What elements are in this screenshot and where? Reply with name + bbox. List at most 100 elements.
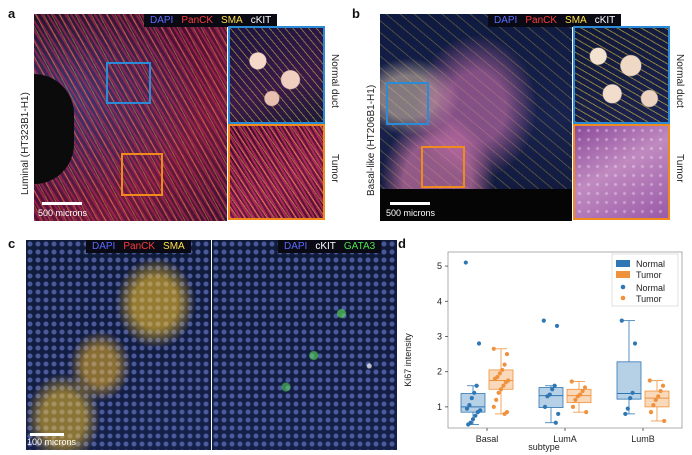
data-point-normal <box>541 318 546 323</box>
legend-label: Normal <box>636 283 665 293</box>
data-point-tumor <box>504 351 510 357</box>
x-tick-label: LumA <box>553 434 577 444</box>
data-point-tumor <box>502 411 507 417</box>
data-point-tumor <box>496 390 501 395</box>
legend-dapi: DAPI <box>92 241 116 252</box>
panel-b-normal-roi-box <box>386 82 429 125</box>
legend-dapi: DAPI <box>494 15 518 26</box>
panel-label-a: a <box>8 6 16 21</box>
legend-label: Tumor <box>636 294 662 304</box>
data-point-normal <box>476 341 482 346</box>
legend-panck: PanCK <box>525 15 558 26</box>
panel-c-scale-bar <box>30 433 64 436</box>
data-point-tumor <box>494 397 499 402</box>
data-point-normal <box>623 411 628 417</box>
panel-c-left-image <box>26 240 211 450</box>
data-point-normal <box>552 383 557 388</box>
data-point-normal <box>630 390 635 395</box>
legend-sma: SMA <box>221 15 243 26</box>
data-point-tumor <box>501 383 506 388</box>
data-point-normal <box>472 390 477 395</box>
panel-label-d: d <box>398 236 406 251</box>
data-point-normal <box>556 411 561 417</box>
legend-ckit: cKIT <box>250 15 272 26</box>
data-point-tumor <box>503 380 508 385</box>
data-point-tumor <box>491 346 496 351</box>
legend-dapi: DAPI <box>150 15 174 26</box>
data-point-tumor <box>502 362 507 367</box>
legend-box-swatch <box>616 260 630 267</box>
data-point-normal <box>469 395 474 401</box>
data-point-tumor <box>569 379 574 384</box>
data-point-normal <box>464 406 470 411</box>
data-point-tumor <box>656 394 661 399</box>
x-tick-label: LumB <box>631 434 655 444</box>
data-point-tumor <box>498 387 504 392</box>
panel-a-sample-label: Luminal (HT323B1-H1) <box>20 92 31 195</box>
data-point-tumor <box>500 367 505 373</box>
legend-label: Tumor <box>636 270 662 280</box>
panel-a-normal-inset <box>228 26 325 124</box>
panel-label-b: b <box>352 6 360 21</box>
panel-label-c: c <box>8 236 16 251</box>
panel-b-tumor-roi-box <box>421 146 465 188</box>
legend-point-swatch <box>620 295 626 301</box>
data-point-normal <box>473 413 478 418</box>
data-point-normal <box>625 406 630 411</box>
data-point-normal <box>470 417 476 422</box>
data-point-tumor <box>658 388 663 394</box>
data-point-normal <box>466 422 471 427</box>
data-point-normal <box>628 395 633 401</box>
panel-b-tumor-inset <box>573 124 670 220</box>
panel-a-scale-bar <box>42 202 82 205</box>
panel-a-main-image <box>34 14 227 221</box>
data-point-tumor <box>575 394 580 399</box>
x-tick-label: Basal <box>476 434 499 444</box>
panel-a-inset-tumor-label: Tumor <box>329 154 340 183</box>
panel-b-inset-normal-label: Normal duct <box>674 54 685 108</box>
data-point-tumor <box>662 418 667 424</box>
data-point-tumor <box>653 397 658 402</box>
data-point-normal <box>475 410 480 415</box>
data-point-tumor <box>651 403 656 408</box>
data-point-tumor <box>582 385 588 390</box>
data-point-normal <box>474 383 479 388</box>
data-point-tumor <box>660 383 666 388</box>
legend-sma: SMA <box>163 241 185 252</box>
data-point-tumor <box>573 397 578 402</box>
data-point-tumor <box>647 378 652 383</box>
data-point-normal <box>467 403 472 408</box>
panel-b-scale-bar <box>390 202 430 205</box>
data-point-normal <box>542 404 548 409</box>
legend-ckit: cKIT <box>315 241 336 252</box>
legend-dapi: DAPI <box>284 241 308 252</box>
data-point-normal <box>554 323 560 329</box>
panel-b-sample-label: Basal-like (HT206B1-H1) <box>366 84 377 196</box>
data-point-tumor <box>491 404 496 409</box>
panel-b-main-image <box>380 14 572 221</box>
panel-b-scale-text: 500 microns <box>386 208 436 218</box>
data-point-normal <box>550 387 555 392</box>
data-point-tumor <box>648 410 654 415</box>
legend-box-swatch <box>616 271 630 278</box>
data-point-normal <box>545 394 550 399</box>
data-point-normal <box>463 260 468 265</box>
data-point-normal <box>553 420 558 425</box>
y-tick-label: 1 <box>437 402 442 412</box>
panel-b-inset-tumor-label: Tumor <box>674 154 685 183</box>
legend-point-swatch <box>620 284 626 290</box>
panel-c-right-image <box>212 240 397 450</box>
panel-c-right-channel-legend: DAPI cKIT GATA3 <box>278 240 382 253</box>
box-normal <box>538 387 564 408</box>
legend-sma: SMA <box>565 15 587 26</box>
data-point-normal <box>619 318 624 323</box>
panel-a-normal-roi-box <box>106 62 151 104</box>
ki67-boxplot: Ki67 intensity subtype 1 2 3 4 5 Basal LumA Lum… <box>403 251 683 452</box>
data-point-tumor <box>584 410 589 415</box>
y-tick-label: 2 <box>437 367 442 377</box>
legend-label: Normal <box>636 259 665 269</box>
y-axis-label: Ki67 intensity <box>403 333 413 387</box>
data-point-tumor <box>497 371 502 376</box>
y-tick-label: 4 <box>437 296 442 306</box>
y-tick-label: 3 <box>437 331 442 341</box>
